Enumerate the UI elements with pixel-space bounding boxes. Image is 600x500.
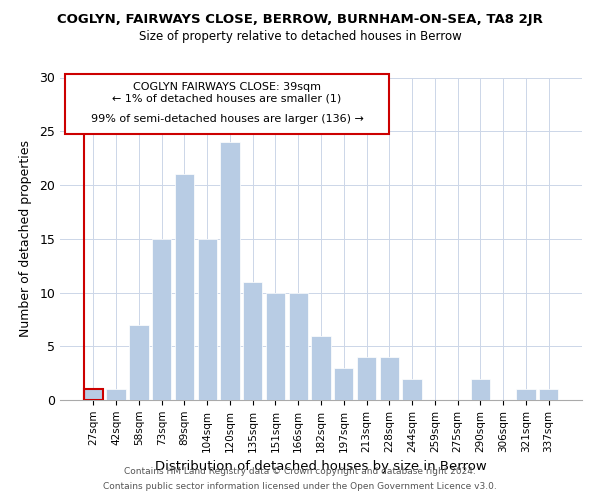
Text: COGLYN, FAIRWAYS CLOSE, BERROW, BURNHAM-ON-SEA, TA8 2JR: COGLYN, FAIRWAYS CLOSE, BERROW, BURNHAM-… <box>57 12 543 26</box>
Bar <box>197 239 217 400</box>
Bar <box>152 239 172 400</box>
X-axis label: Distribution of detached houses by size in Berrow: Distribution of detached houses by size … <box>155 460 487 473</box>
Text: Size of property relative to detached houses in Berrow: Size of property relative to detached ho… <box>139 30 461 43</box>
Text: COGLYN FAIRWAYS CLOSE: 39sqm: COGLYN FAIRWAYS CLOSE: 39sqm <box>133 82 321 92</box>
Bar <box>243 282 262 400</box>
Bar <box>289 292 308 400</box>
Bar <box>266 292 285 400</box>
Bar <box>539 390 558 400</box>
Bar <box>129 325 149 400</box>
Bar <box>516 390 536 400</box>
Bar <box>357 357 376 400</box>
Text: ← 1% of detached houses are smaller (1): ← 1% of detached houses are smaller (1) <box>112 94 341 104</box>
Text: Contains HM Land Registry data © Crown copyright and database right 2024.: Contains HM Land Registry data © Crown c… <box>124 467 476 476</box>
FancyBboxPatch shape <box>65 74 389 134</box>
Bar <box>334 368 353 400</box>
Y-axis label: Number of detached properties: Number of detached properties <box>19 140 32 337</box>
Text: 99% of semi-detached houses are larger (136) →: 99% of semi-detached houses are larger (… <box>91 114 364 124</box>
Bar <box>84 390 103 400</box>
Text: Contains public sector information licensed under the Open Government Licence v3: Contains public sector information licen… <box>103 482 497 491</box>
Bar <box>220 142 239 400</box>
Bar <box>380 357 399 400</box>
Bar <box>470 378 490 400</box>
Bar <box>403 378 422 400</box>
Bar <box>106 390 126 400</box>
Bar <box>175 174 194 400</box>
Bar <box>311 336 331 400</box>
